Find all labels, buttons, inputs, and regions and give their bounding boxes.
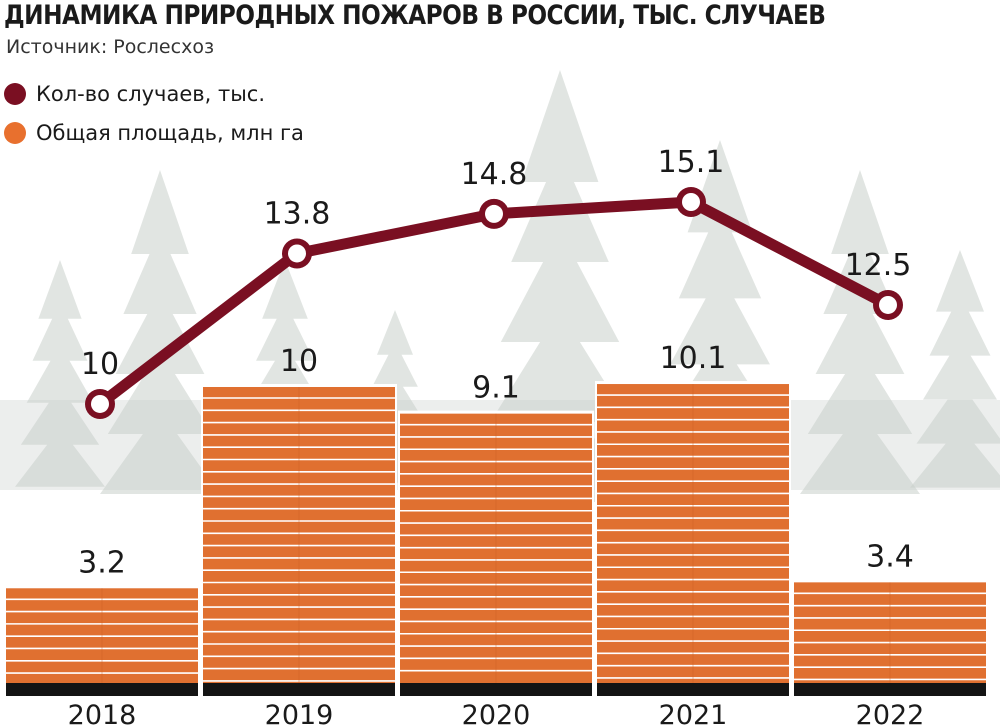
area-label-2021: 10.1 — [660, 341, 727, 376]
bar-base-2018 — [6, 683, 198, 696]
bar-base-2019 — [203, 683, 395, 696]
chart-title: ДИНАМИКА ПРИРОДНЫХ ПОЖАРОВ В РОССИИ, ТЫС… — [4, 0, 826, 31]
tree-silhouette — [100, 170, 220, 494]
tree-silhouette — [910, 250, 1000, 488]
legend-swatch-cases — [4, 83, 26, 105]
legend-item-area: Общая площадь, млн га — [4, 118, 304, 148]
area-label-2018: 3.2 — [78, 545, 126, 580]
cases-point-2020 — [485, 204, 503, 223]
legend-item-cases: Кол-во случаев, тыс. — [4, 79, 265, 109]
year-label-2022: 2022 — [856, 700, 925, 728]
bar-base-2022 — [794, 683, 986, 696]
bar-base-2020 — [400, 683, 592, 696]
area-bars — [4, 381, 988, 696]
year-label-2021: 2021 — [659, 700, 728, 728]
chart-source: Источник: Рослесхоз — [6, 36, 215, 58]
cases-line-series — [85, 187, 903, 419]
cases-point-2019 — [288, 244, 306, 263]
cases-label-2021: 15.1 — [658, 145, 725, 180]
cases-point-2018 — [91, 394, 109, 413]
area-label-2019: 10 — [280, 344, 318, 379]
cases-point-2021 — [682, 193, 700, 211]
tree-silhouette — [15, 260, 105, 487]
tree-silhouette — [800, 170, 920, 494]
cases-label-2019: 13.8 — [264, 196, 331, 231]
year-label-2020: 2020 — [462, 700, 531, 728]
cases-label-2022: 12.5 — [845, 248, 912, 283]
year-label-2019: 2019 — [265, 700, 334, 728]
legend-label-cases: Кол-во случаев, тыс. — [36, 82, 266, 106]
legend-label-area: Общая площадь, млн га — [36, 121, 304, 145]
area-bar-value-labels: 3.2 10 9.1 10.1 3.4 — [78, 341, 914, 580]
bar-base-2021 — [597, 683, 789, 696]
area-label-2022: 3.4 — [866, 539, 914, 574]
area-label-2020: 9.1 — [472, 371, 520, 406]
legend-swatch-area — [4, 122, 26, 144]
cases-value-labels: 10 13.8 14.8 15.1 12.5 — [81, 145, 911, 382]
cases-label-2018: 10 — [81, 347, 119, 382]
cases-label-2020: 14.8 — [461, 157, 528, 192]
x-axis-year-labels: 2018 2019 2020 2021 2022 — [68, 700, 925, 728]
year-label-2018: 2018 — [68, 700, 137, 728]
cases-point-2022 — [879, 295, 897, 314]
